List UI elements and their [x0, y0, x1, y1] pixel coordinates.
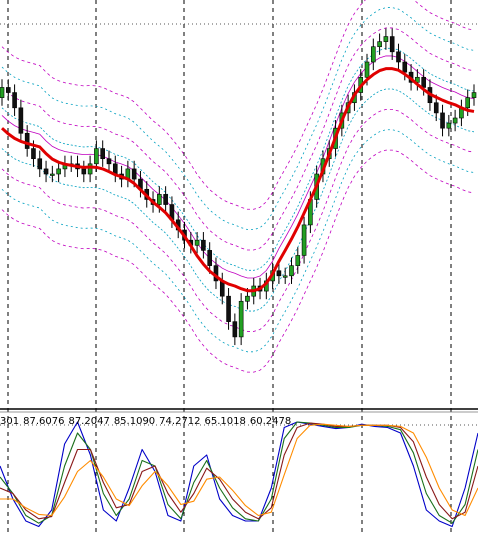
oscillator-value-label-2: 87.2047	[68, 416, 109, 427]
candle-body-70	[440, 112, 445, 129]
candle-body-1	[5, 87, 11, 93]
oscillator-value-label-3: 85.1090	[114, 416, 155, 427]
candle-body-74	[465, 97, 471, 109]
candle-body-46	[289, 265, 294, 277]
panel-divider	[0, 408, 478, 413]
candle-body-25	[157, 194, 162, 205]
candle-body-9	[56, 168, 61, 175]
candle-body-64	[402, 61, 408, 73]
candle-body-47	[295, 255, 301, 266]
oscillator-value-label-4: 74.2712	[159, 416, 200, 427]
candle-body-58	[364, 61, 370, 78]
candle-body-38	[238, 300, 244, 338]
band-line-0	[1, 47, 475, 271]
candle-body-13	[81, 168, 87, 175]
candle-body-2	[12, 92, 17, 109]
candle-body-59	[371, 46, 376, 63]
oscillator-value-labels: 301 87.6076 87.2047 85.1090 74.2712 65.1018 60…	[0, 416, 291, 427]
candle-body-60	[377, 41, 382, 48]
candle-body-62	[389, 36, 395, 53]
candle-body-33	[207, 250, 212, 266]
oscillator-value-label-0: 301	[0, 416, 19, 427]
candle-body-36	[226, 295, 231, 322]
oscillator-value-label-5: 65.1018	[205, 416, 246, 427]
oscillator-series-3	[0, 423, 478, 517]
candle-body-0	[0, 87, 5, 98]
candle-body-67	[421, 76, 426, 88]
band-line-5	[1, 129, 475, 353]
candle-body-4	[24, 132, 30, 149]
oscillator-value-label-6: 60.2478	[250, 416, 291, 427]
candle-body-26	[163, 194, 168, 205]
moving-average	[0, 67, 475, 293]
oscillator-series-0	[0, 421, 478, 528]
oscillator-value-label-1: 87.6076	[23, 416, 64, 427]
candle-body-5	[31, 148, 36, 160]
candle-body-14	[87, 163, 93, 175]
candle-body-44	[276, 270, 282, 277]
candle-body-32	[201, 239, 206, 251]
band-line-2	[1, 27, 475, 251]
candle-body-15	[94, 148, 99, 165]
band-line-1	[1, 88, 475, 312]
candle-body-8	[50, 173, 55, 176]
band-line-3	[1, 108, 475, 332]
candle-body-31	[194, 239, 200, 246]
candle-body-72	[452, 117, 458, 124]
candle-body-75	[471, 92, 477, 98]
oscillator-series-1	[0, 421, 478, 524]
band-line-4	[1, 7, 475, 231]
candle-body-7	[43, 168, 49, 175]
band-line-6	[1, 0, 475, 210]
moving-average-line	[0, 67, 475, 293]
oscillator-series-2	[0, 422, 478, 520]
band-line-7	[1, 149, 475, 373]
oscillator-values-text: 301 87.6076 87.2047 85.1090 74.2712 65.1018 60…	[0, 416, 291, 427]
candle-body-39	[245, 295, 250, 302]
candle-body-3	[18, 107, 24, 134]
candle-body-16	[100, 148, 105, 160]
candle-body-63	[396, 51, 401, 63]
candlesticks	[0, 28, 477, 346]
candle-body-48	[301, 224, 307, 256]
candle-body-45	[282, 275, 288, 278]
candle-body-21	[131, 168, 137, 180]
candle-body-69	[433, 102, 439, 114]
candle-body-37	[232, 321, 238, 338]
candle-body-17	[106, 158, 112, 165]
envelope-bands	[1, 0, 475, 373]
band-line-inner	[1, 55, 475, 279]
candle-body-71	[446, 122, 452, 129]
candle-body-61	[383, 36, 389, 42]
candle-body-6	[37, 158, 43, 170]
oscillator-lines	[0, 421, 478, 528]
